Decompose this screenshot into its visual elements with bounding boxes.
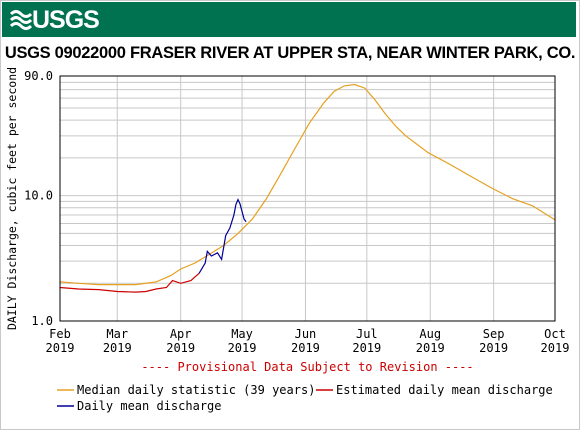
- series-line-0: [59, 83, 556, 286]
- x-tick-year-label: 2019: [46, 341, 75, 355]
- usgs-banner: USGS: [2, 2, 576, 37]
- x-tick-month-label: Feb: [49, 327, 71, 341]
- series-line-1: [59, 272, 200, 293]
- usgs-logo-text: USGS: [32, 6, 100, 34]
- x-tick-month-label: Aug: [419, 327, 441, 341]
- x-tick-year-label: 2019: [291, 341, 320, 355]
- x-tick-month-label: Mar: [106, 327, 128, 341]
- provisional-note: ---- Provisional Data Subject to Revisio…: [141, 360, 473, 374]
- x-tick-month-label: May: [231, 327, 253, 341]
- chart-title: USGS 09022000 FRASER RIVER AT UPPER STA,…: [4, 44, 576, 62]
- x-tick-year-label: 2019: [479, 341, 508, 355]
- x-tick-month-label: Sep: [483, 327, 505, 341]
- y-tick-labels: 1.0 10.0 90.0: [24, 69, 53, 328]
- x-tick-labels: Feb2019Mar2019Apr2019May2019Jun2019Jul20…: [46, 327, 570, 355]
- legend-label: Median daily statistic (39 years): [77, 383, 315, 397]
- x-tick-month-label: Apr: [170, 327, 192, 341]
- series-lines: [59, 83, 556, 293]
- legend-label: Estimated daily mean discharge: [336, 383, 553, 397]
- usgs-wave-icon: [9, 10, 33, 30]
- y-axis-label: DAILY Discharge, cubic feet per second: [5, 67, 19, 330]
- legend: Median daily statistic (39 years) Estimat…: [57, 383, 553, 413]
- usgs-logo[interactable]: USGS: [9, 6, 100, 34]
- x-tick-year-label: 2019: [352, 341, 381, 355]
- x-tick-year-label: 2019: [416, 341, 445, 355]
- x-tick-year-label: 2019: [541, 341, 570, 355]
- x-tick-year-label: 2019: [103, 341, 132, 355]
- x-tick-month-label: Jul: [356, 327, 378, 341]
- series-line-2: [198, 198, 247, 274]
- x-tick-month-label: Jun: [295, 327, 317, 341]
- y-tick-label: 90.0: [24, 69, 53, 83]
- y-tick-label: 1.0: [31, 314, 53, 328]
- x-tick-month-label: Oct: [544, 327, 566, 341]
- y-tick-label: 10.0: [24, 189, 53, 203]
- plot-area: [59, 75, 556, 322]
- legend-label: Daily mean discharge: [77, 399, 222, 413]
- x-tick-year-label: 2019: [166, 341, 195, 355]
- x-tick-year-label: 2019: [228, 341, 257, 355]
